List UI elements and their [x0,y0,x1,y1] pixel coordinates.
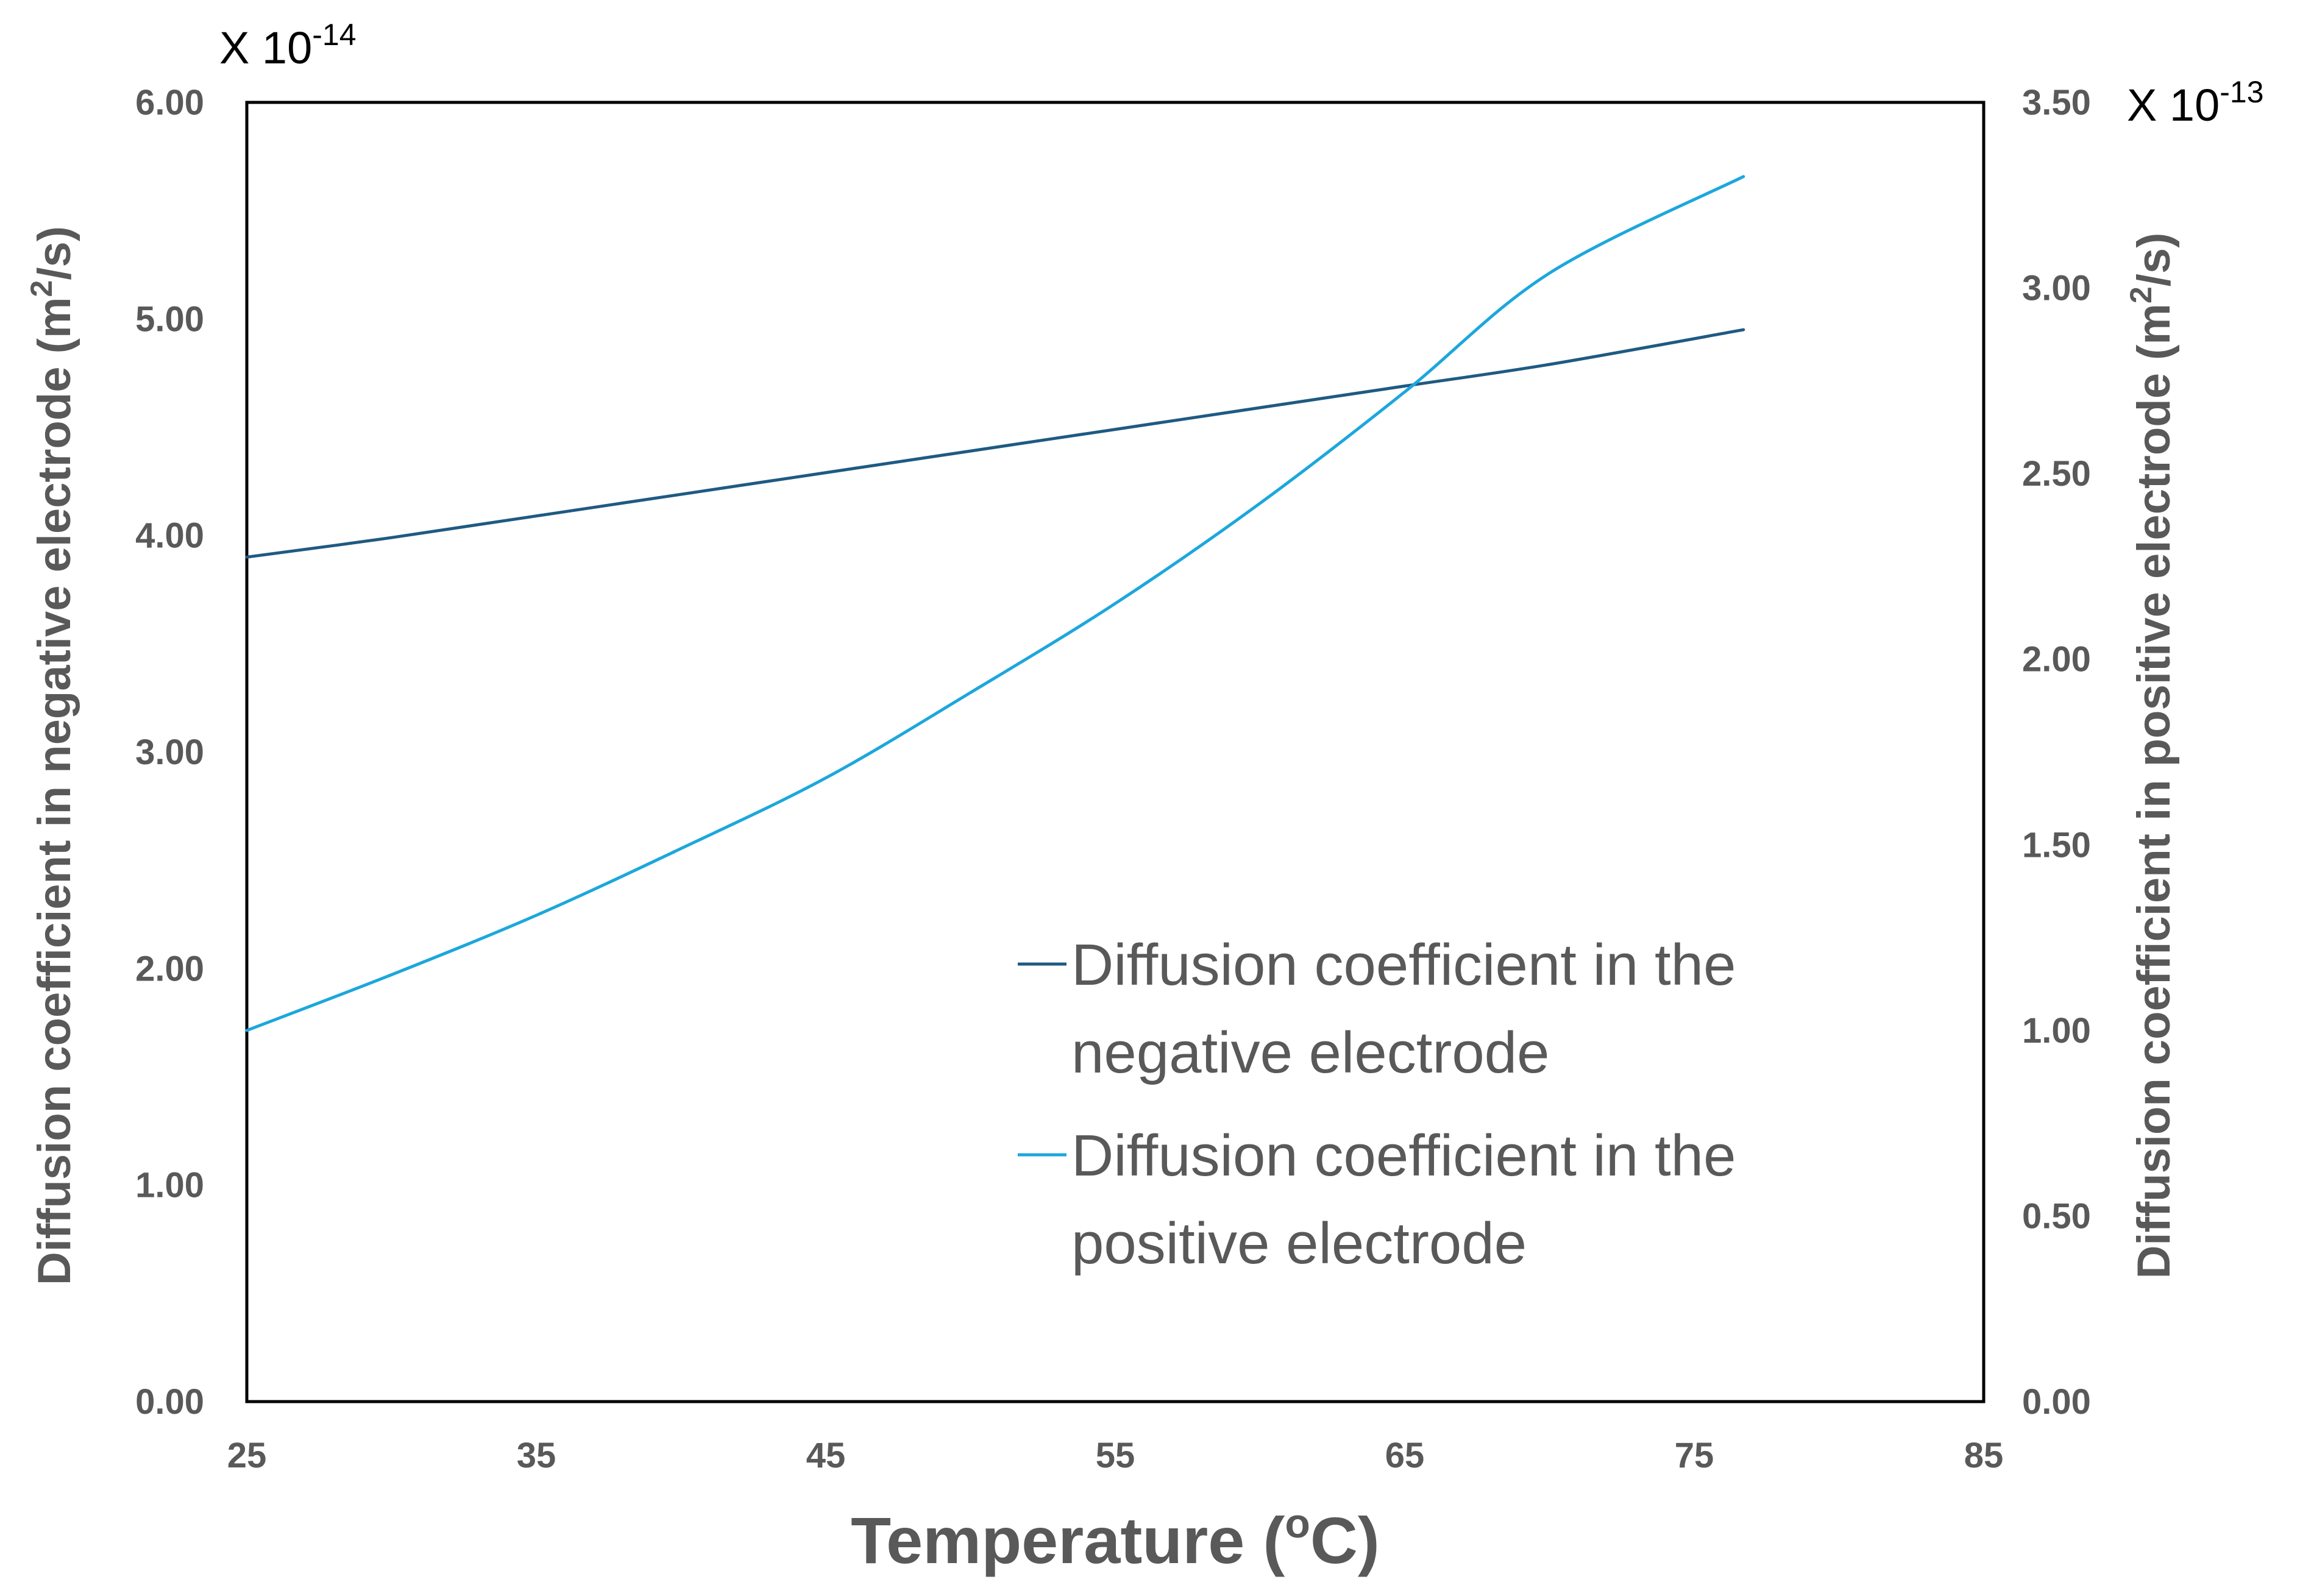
y-right-tick-label: 3.00 [2022,269,2091,308]
y-left-title-super: 2 [24,280,59,297]
y-left-tick-label: 0.00 [135,1382,204,1422]
series-line-positive-electrode [245,175,1745,1032]
y-left-axis-title: Diffusion coefficient in negative electr… [24,226,80,1285]
x-title-main: Temperature [851,1503,1244,1577]
x-axis-title: Temperature (oC) [851,1500,1380,1577]
x-title-unit: C [1310,1503,1358,1577]
y-left-tick-label: 5.00 [135,299,204,339]
y-right-tick-label: 1.00 [2022,1011,2091,1051]
y-left-tick-label: 1.00 [135,1166,204,1205]
y-right-tick-labels: 0.00 0.50 1.00 1.50 2.00 2.50 3.00 3.50 [2022,83,2091,1422]
y-right-tick-label: 1.50 [2022,825,2091,865]
series-layer [245,175,1745,1032]
y-left-tick-label: 4.00 [135,516,204,556]
y-left-title-end: /s) [29,226,80,280]
y-left-tick-labels: 0.00 1.00 2.00 3.00 4.00 5.00 6.00 [135,83,204,1422]
y-left-tick-label: 6.00 [135,83,204,122]
y-left-tick-label: 3.00 [135,732,204,772]
x-tick-label: 85 [1964,1436,2004,1475]
y-right-title-main: Diffusion coefficient in positive electr… [2128,303,2180,1279]
y-right-title-end: /s) [2128,233,2180,287]
legend-positive-line2: positive electrode [1071,1211,1527,1276]
y-right-title-super: 2 [2124,286,2158,303]
y-right-multiplier-prefix: X 10 [2127,80,2220,130]
y-left-tick-label: 2.00 [135,949,204,988]
y-left-multiplier: X 10-14 [219,18,357,73]
y-left-title-main: Diffusion coefficient in negative electr… [29,297,80,1285]
x-title-super: o [1285,1500,1310,1547]
x-tick-label: 35 [517,1436,556,1475]
legend-label-negative: Diffusion coefficient in the negative el… [1071,932,1752,1085]
y-right-multiplier: X 10-13 [2127,75,2264,130]
legend-negative-line2: negative electrode [1071,1020,1550,1085]
y-right-tick-label: 0.50 [2022,1196,2091,1236]
y-left-multiplier-exp: -14 [312,18,356,52]
y-right-multiplier-exp: -13 [2220,75,2263,109]
legend-positive-line1: Diffusion coefficient in the [1071,1123,1736,1188]
y-right-tick-label: 2.50 [2022,454,2091,494]
x-tick-label: 55 [1096,1436,1135,1475]
x-tick-labels: 25 35 45 55 65 75 85 [227,1436,2004,1475]
plot-frame [245,101,1986,1403]
x-tick-label: 45 [806,1436,846,1475]
x-tick-label: 75 [1675,1436,1714,1475]
legend-label-positive: Diffusion coefficient in the positive el… [1071,1123,1752,1276]
y-right-tick-label: 3.50 [2022,83,2091,122]
x-tick-label: 25 [227,1436,267,1475]
y-right-axis-title: Diffusion coefficient in positive electr… [2124,233,2180,1279]
y-right-tick-label: 0.00 [2022,1382,2091,1422]
legend: Diffusion coefficient in the negative el… [1018,932,1752,1276]
legend-negative-line1: Diffusion coefficient in the [1071,932,1736,998]
x-tick-label: 65 [1385,1436,1425,1475]
series-line-negative-electrode [245,328,1745,559]
y-left-multiplier-prefix: X 10 [219,23,312,73]
y-right-tick-label: 2.00 [2022,640,2091,679]
